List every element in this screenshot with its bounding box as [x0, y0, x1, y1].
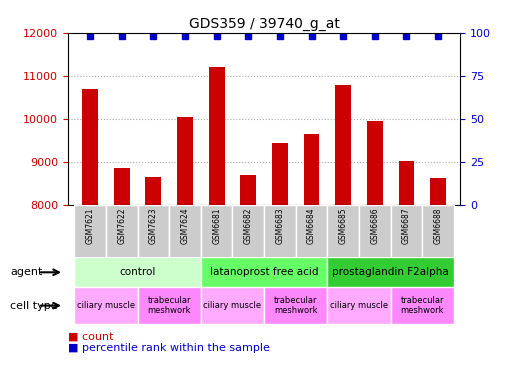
Text: GSM6688: GSM6688 [434, 208, 442, 244]
Bar [272, 143, 288, 205]
FancyBboxPatch shape [74, 205, 106, 258]
Text: prostaglandin F2alpha: prostaglandin F2alpha [332, 267, 449, 277]
Text: ciliary muscle: ciliary muscle [77, 301, 135, 310]
Bar [82, 89, 98, 205]
Text: GSM7622: GSM7622 [117, 208, 126, 244]
FancyBboxPatch shape [391, 287, 454, 324]
Bar [177, 117, 193, 205]
Bar [209, 67, 224, 205]
Bar [430, 178, 446, 205]
FancyBboxPatch shape [201, 257, 327, 287]
FancyBboxPatch shape [201, 287, 264, 324]
Text: ciliary muscle: ciliary muscle [203, 301, 262, 310]
FancyBboxPatch shape [74, 257, 201, 287]
FancyBboxPatch shape [327, 257, 454, 287]
Text: GSM7623: GSM7623 [149, 208, 158, 244]
Text: GSM6687: GSM6687 [402, 208, 411, 244]
Text: GSM6684: GSM6684 [307, 208, 316, 244]
Text: ■ percentile rank within the sample: ■ percentile rank within the sample [68, 343, 270, 353]
Text: control: control [119, 267, 156, 277]
FancyBboxPatch shape [359, 205, 391, 258]
Bar [335, 85, 351, 205]
Text: ■ count: ■ count [68, 332, 113, 342]
Bar [399, 161, 414, 205]
Bar [241, 175, 256, 205]
FancyBboxPatch shape [422, 205, 454, 258]
FancyBboxPatch shape [327, 205, 359, 258]
Text: GSM6686: GSM6686 [370, 208, 379, 244]
FancyBboxPatch shape [138, 205, 169, 258]
Text: trabecular
meshwork: trabecular meshwork [147, 296, 191, 315]
FancyBboxPatch shape [106, 205, 138, 258]
Text: GSM6685: GSM6685 [339, 208, 348, 244]
Bar [304, 134, 320, 205]
FancyBboxPatch shape [264, 287, 327, 324]
Text: agent: agent [10, 267, 43, 277]
FancyBboxPatch shape [295, 205, 327, 258]
FancyBboxPatch shape [138, 287, 201, 324]
FancyBboxPatch shape [391, 205, 422, 258]
Text: GSM7621: GSM7621 [86, 208, 95, 244]
Title: GDS359 / 39740_g_at: GDS359 / 39740_g_at [189, 16, 339, 30]
FancyBboxPatch shape [233, 205, 264, 258]
Text: GSM7624: GSM7624 [180, 208, 189, 244]
Text: trabecular
meshwork: trabecular meshwork [274, 296, 317, 315]
Text: GSM6681: GSM6681 [212, 208, 221, 244]
Text: ciliary muscle: ciliary muscle [330, 301, 388, 310]
Text: cell type: cell type [10, 300, 58, 311]
Text: GSM6682: GSM6682 [244, 208, 253, 244]
Bar [367, 121, 383, 205]
FancyBboxPatch shape [264, 205, 295, 258]
Text: latanoprost free acid: latanoprost free acid [210, 267, 319, 277]
FancyBboxPatch shape [327, 287, 391, 324]
Text: GSM6683: GSM6683 [276, 208, 285, 244]
Bar [114, 168, 130, 205]
FancyBboxPatch shape [169, 205, 201, 258]
FancyBboxPatch shape [74, 287, 138, 324]
Text: trabecular
meshwork: trabecular meshwork [401, 296, 444, 315]
FancyBboxPatch shape [201, 205, 233, 258]
Bar [145, 177, 161, 205]
